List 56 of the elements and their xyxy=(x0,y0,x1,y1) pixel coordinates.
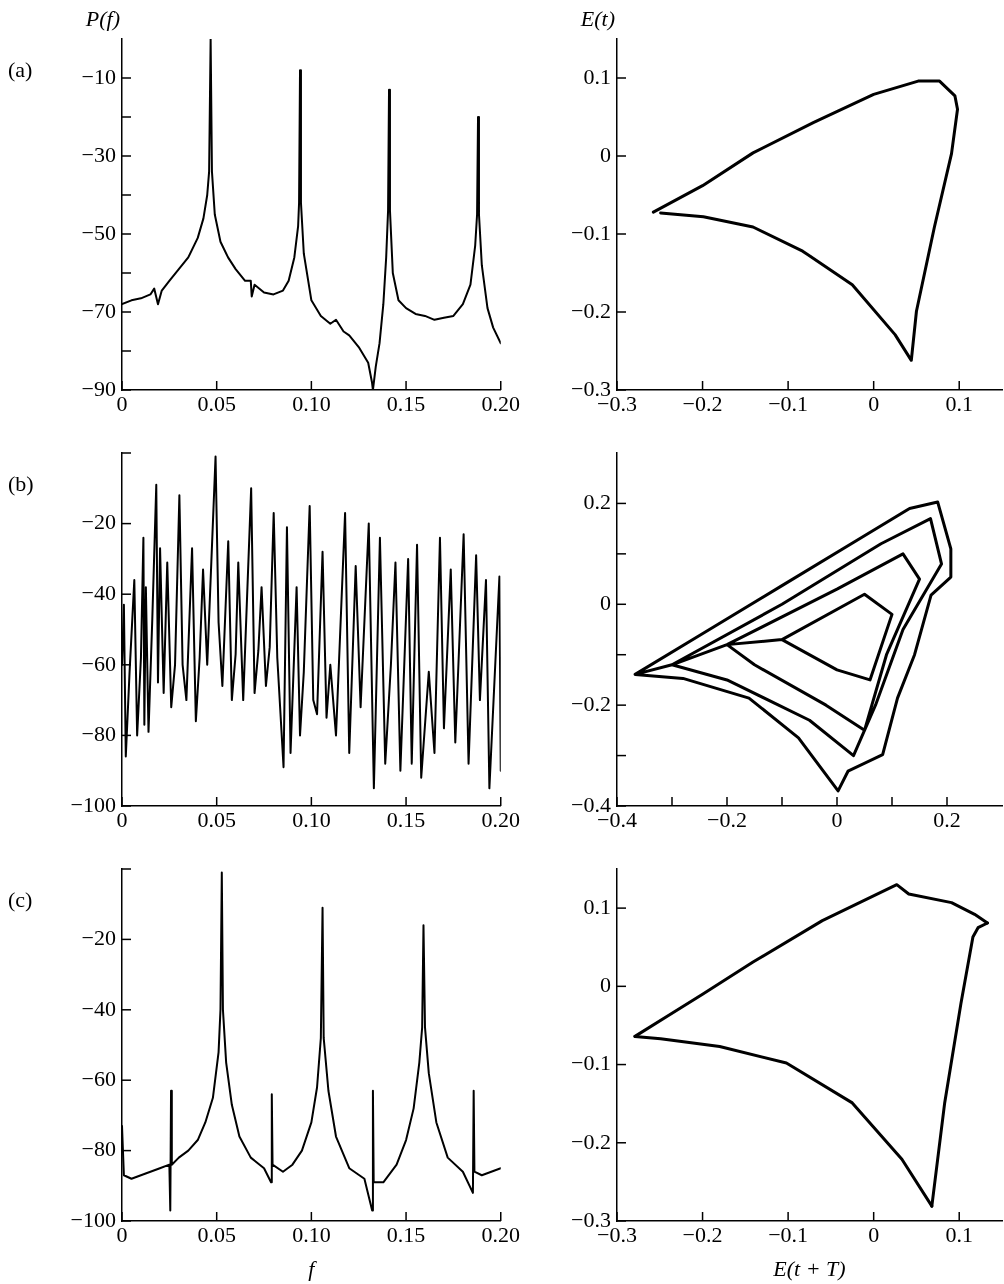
y-tick-label: −0.2 xyxy=(571,690,611,716)
text: (a) xyxy=(8,56,33,82)
y-tick-label: −0.2 xyxy=(571,1128,611,1154)
x-tick-label: 0.05 xyxy=(197,1221,236,1247)
y-tick-label: −100 xyxy=(70,791,116,817)
x-tick-label: 0.05 xyxy=(197,806,236,832)
x-tick-label: 0.15 xyxy=(386,1221,426,1247)
y-tick-label: −20 xyxy=(81,925,116,951)
x-tick-label: 0.10 xyxy=(292,390,331,416)
y-tick-label: −10 xyxy=(81,63,116,89)
y-tick-label: −0.1 xyxy=(571,219,611,245)
x-tick-label: 0.20 xyxy=(481,1221,520,1247)
text: (b) xyxy=(8,470,34,496)
y-tick-label: −20 xyxy=(81,509,116,535)
x-tick-label: −0.1 xyxy=(768,390,809,416)
x-tick-label: 0.10 xyxy=(292,1221,331,1247)
y-tick-label: −80 xyxy=(81,1136,116,1162)
x-tick-label: 0.15 xyxy=(386,390,426,416)
x-tick-label: −0.2 xyxy=(682,390,723,416)
x-tick-label: 0.15 xyxy=(386,806,426,832)
y-tick-label: 0.1 xyxy=(583,63,611,89)
x-tick-label: 0.20 xyxy=(481,806,520,832)
y-tick-label: −60 xyxy=(81,1065,116,1091)
y-tick-label: −100 xyxy=(70,1206,116,1232)
y-tick-label: 0 xyxy=(600,590,611,616)
y-tick-label: −30 xyxy=(81,141,116,167)
y-axis-title: P(f) xyxy=(84,5,120,31)
x-tick-label: 0.2 xyxy=(933,806,961,832)
y-axis-title: E(t) xyxy=(579,5,615,31)
y-tick-label: −70 xyxy=(81,297,116,323)
x-tick-label: −0.1 xyxy=(768,1221,809,1247)
x-tick-label: 0 xyxy=(868,1221,880,1247)
x-tick-label: 0.1 xyxy=(945,390,973,416)
x-tick-label: 0.1 xyxy=(945,1221,973,1247)
x-axis-title: f xyxy=(308,1255,318,1281)
x-tick-label: 0.05 xyxy=(197,390,236,416)
y-tick-label: −50 xyxy=(81,219,116,245)
y-tick-label: −90 xyxy=(81,375,116,401)
y-tick-label: −80 xyxy=(81,721,116,747)
x-tick-label: 0.20 xyxy=(481,390,520,416)
y-tick-label: 0 xyxy=(600,141,611,167)
y-tick-label: 0.2 xyxy=(583,489,611,515)
x-tick-label: 0.10 xyxy=(292,806,331,832)
x-tick-label: 0 xyxy=(868,390,880,416)
y-tick-label: 0 xyxy=(600,972,611,998)
text: (c) xyxy=(8,886,33,912)
x-tick-label: 0 xyxy=(831,806,843,832)
y-tick-label: −40 xyxy=(81,995,116,1021)
x-tick-label: −0.2 xyxy=(707,806,747,832)
y-tick-label: 0.1 xyxy=(583,893,611,919)
y-tick-label: −40 xyxy=(81,579,116,605)
y-tick-label: −60 xyxy=(81,650,116,676)
x-axis-title: E(t + T) xyxy=(772,1255,846,1281)
y-tick-label: −0.2 xyxy=(571,297,611,323)
y-tick-label: −0.1 xyxy=(571,1050,611,1076)
x-tick-label: −0.2 xyxy=(682,1221,723,1247)
